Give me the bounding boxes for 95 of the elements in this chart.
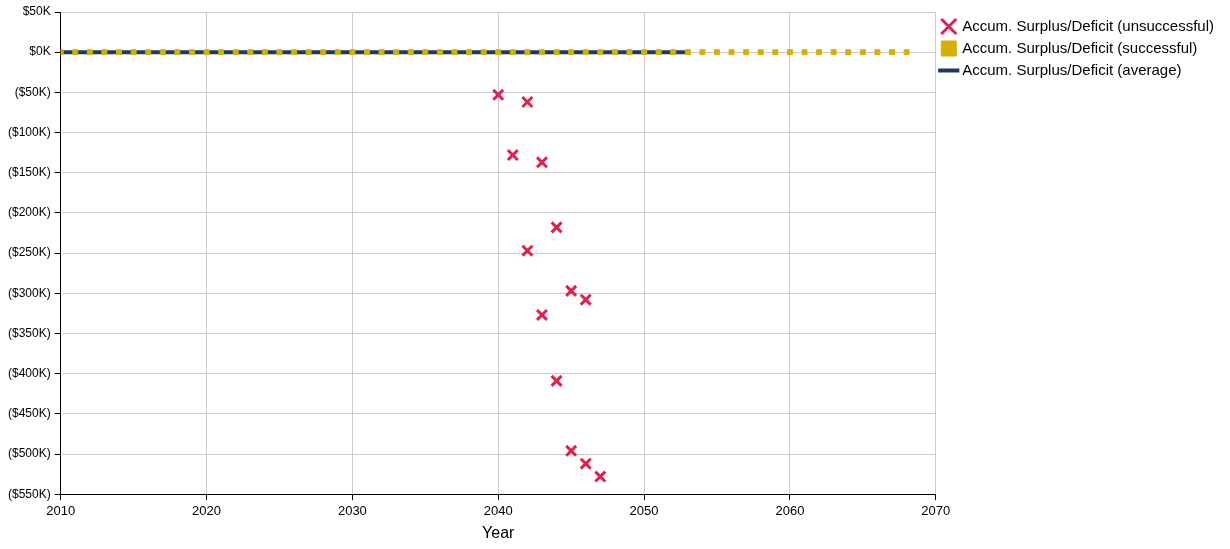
point bbox=[553, 49, 560, 56]
point bbox=[520, 95, 534, 109]
y-tick-label: $50K bbox=[22, 4, 51, 19]
x-tick-label: 2040 bbox=[483, 502, 513, 518]
point bbox=[101, 49, 108, 56]
legend-label: Accum. Surplus/Deficit (average) bbox=[962, 60, 1182, 78]
point bbox=[539, 49, 545, 56]
point bbox=[451, 49, 458, 56]
point bbox=[334, 49, 341, 56]
point bbox=[699, 49, 706, 56]
point bbox=[874, 49, 881, 56]
x-axis-title: Year bbox=[482, 523, 516, 541]
point bbox=[903, 49, 910, 56]
point bbox=[641, 49, 648, 56]
y-tick-label: ($450K) bbox=[7, 406, 51, 421]
y-tick-label: ($350K) bbox=[7, 325, 51, 340]
y-tick-label: ($200K) bbox=[7, 205, 51, 220]
point bbox=[568, 49, 575, 56]
x-tick-label: 2030 bbox=[337, 502, 367, 518]
point bbox=[684, 49, 691, 56]
point bbox=[247, 49, 254, 56]
point bbox=[407, 49, 414, 56]
y-tick-label: ($500K) bbox=[7, 446, 51, 461]
point bbox=[261, 49, 268, 56]
legend-label: Accum. Surplus/Deficit (successful) bbox=[962, 38, 1198, 56]
point bbox=[772, 49, 779, 56]
point bbox=[535, 155, 549, 169]
point bbox=[859, 49, 866, 56]
point bbox=[597, 49, 604, 56]
point bbox=[393, 49, 400, 56]
point bbox=[535, 308, 549, 322]
y-tick-label: ($250K) bbox=[7, 245, 51, 260]
x-tick-label: 2010 bbox=[46, 502, 76, 518]
point bbox=[564, 444, 578, 458]
point bbox=[655, 49, 662, 56]
point bbox=[378, 49, 385, 56]
y-tick-label: ($400K) bbox=[7, 365, 51, 380]
x-tick-label: 2060 bbox=[775, 502, 805, 518]
y-tick-label: $0K bbox=[29, 44, 51, 59]
point bbox=[579, 457, 593, 471]
point bbox=[349, 49, 356, 56]
point bbox=[491, 88, 505, 102]
point bbox=[582, 49, 589, 56]
point bbox=[232, 49, 239, 56]
point bbox=[714, 49, 720, 56]
point bbox=[786, 49, 793, 56]
x-tick-label: 2070 bbox=[921, 502, 951, 518]
x-tick-label: 2020 bbox=[192, 502, 221, 518]
y-tick-label: ($300K) bbox=[7, 285, 51, 300]
point bbox=[174, 49, 181, 56]
point bbox=[188, 49, 195, 56]
y-tick-label: ($150K) bbox=[7, 165, 51, 180]
point bbox=[520, 244, 534, 258]
point bbox=[305, 49, 312, 56]
point bbox=[363, 49, 370, 56]
point bbox=[86, 49, 93, 56]
x-tick-label: 2050 bbox=[629, 502, 659, 518]
point bbox=[550, 220, 564, 234]
point bbox=[218, 49, 225, 56]
point bbox=[506, 148, 520, 162]
point bbox=[757, 49, 764, 56]
point bbox=[845, 49, 852, 56]
point bbox=[626, 49, 633, 56]
point bbox=[611, 49, 618, 56]
point bbox=[422, 49, 429, 56]
y-tick-label: ($50K) bbox=[14, 84, 51, 99]
point bbox=[564, 284, 578, 298]
point bbox=[72, 49, 79, 56]
legend-label: Accum. Surplus/Deficit (unsuccessful) bbox=[962, 16, 1214, 34]
point bbox=[276, 49, 283, 56]
point bbox=[524, 49, 531, 56]
point bbox=[495, 49, 502, 56]
point bbox=[579, 293, 593, 307]
y-tick-label: ($550K) bbox=[7, 486, 51, 501]
point bbox=[801, 49, 808, 56]
point bbox=[743, 49, 750, 56]
point bbox=[509, 49, 516, 56]
point bbox=[593, 470, 607, 483]
y-tick-label: ($100K) bbox=[7, 124, 51, 139]
point bbox=[550, 374, 564, 388]
point bbox=[130, 49, 137, 56]
point bbox=[436, 49, 443, 56]
point bbox=[145, 49, 152, 56]
point bbox=[203, 49, 210, 56]
point bbox=[480, 49, 487, 56]
point bbox=[291, 49, 298, 56]
point bbox=[466, 49, 473, 56]
point bbox=[816, 49, 823, 56]
point bbox=[830, 49, 837, 56]
point bbox=[889, 49, 895, 56]
point bbox=[116, 49, 122, 56]
point bbox=[320, 49, 327, 56]
point bbox=[728, 49, 735, 56]
point bbox=[159, 49, 166, 56]
point bbox=[670, 49, 677, 56]
